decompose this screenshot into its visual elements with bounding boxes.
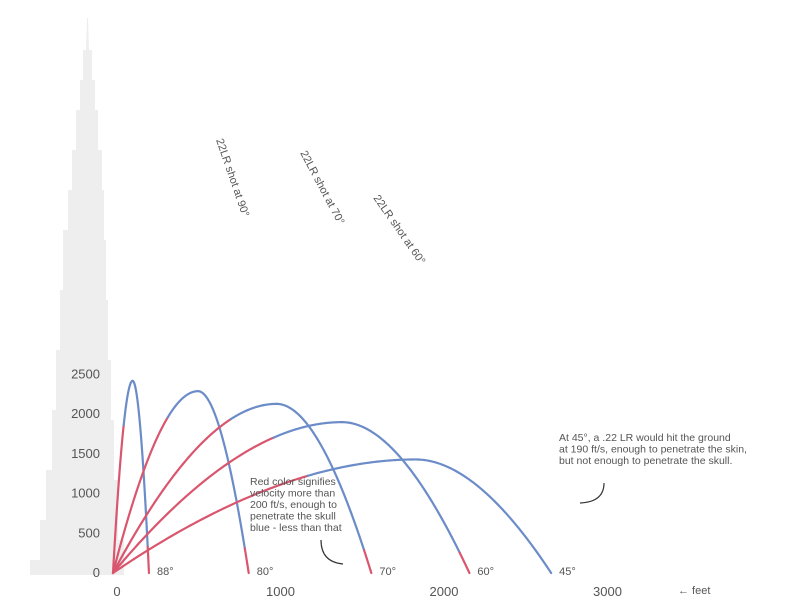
angle-label: 80° — [257, 566, 274, 578]
trajectory-fast-segment — [111, 424, 125, 575]
trajectory-slow-segment — [196, 390, 246, 550]
trajectory-slow-segment — [275, 402, 366, 552]
trajectory-slow-segment — [306, 458, 417, 477]
trajectory-impact-segment — [539, 556, 553, 575]
annotation-line: velocity more than — [250, 488, 335, 500]
angle-labels: 88° 80° 70° 60° 45° — [157, 566, 576, 578]
annotation-line: but not enough to penetrate the skull. — [559, 455, 732, 467]
y-tick-label: 500 — [78, 525, 100, 540]
annotations: At 45°, a .22 LR would hit the ground at … — [250, 432, 747, 565]
trajectory-fast-segment — [111, 418, 232, 575]
curve-labels: 22LR shot at 90° 22LR shot at 70° 22LR sho… — [213, 137, 427, 267]
trajectory-slow-segment — [122, 379, 134, 427]
x-tick-label: 0 — [113, 584, 120, 599]
annotation-pointer — [320, 539, 344, 565]
annotation-line: 200 ft/s, enough to — [250, 499, 337, 511]
annotation-line: at 190 ft/s, enough to penetrate the ski… — [559, 444, 747, 456]
trajectory-impact-segment — [458, 551, 471, 575]
annotation-line: penetrate the skull — [250, 511, 336, 523]
trajectory-slow-segment — [272, 421, 343, 439]
burj-khalifa-silhouette — [30, 18, 124, 575]
angle-label: 70° — [379, 566, 396, 578]
annotation-line: At 45°, a .22 LR would hit the ground — [559, 432, 731, 444]
trajectory-impact-segment — [362, 549, 373, 575]
curve-label: 22LR shot at 70° — [297, 149, 346, 227]
trajectory-curves — [111, 379, 553, 575]
trajectory-slow-segment — [414, 458, 542, 559]
y-tick-label: 1500 — [71, 446, 100, 461]
trajectory-slow-segment — [229, 402, 278, 421]
building-silhouette — [30, 18, 124, 575]
trajectory-fast-segment — [111, 436, 275, 575]
x-tick-label: 3000 — [593, 584, 622, 599]
curve-label: 22LR shot at 90° — [213, 137, 251, 219]
angle-label: 60° — [477, 566, 494, 578]
annotation-line: Red color signifies — [250, 476, 336, 488]
annotation-pointer — [579, 482, 605, 504]
x-unit-label: ← feet — [678, 585, 710, 597]
trajectory-slow-segment — [340, 421, 461, 554]
x-tick-label: 1000 — [266, 584, 295, 599]
angle-label: 45° — [559, 566, 576, 578]
trajectory-slow-segment — [131, 379, 149, 549]
y-tick-label: 2000 — [71, 406, 100, 421]
x-tick-label: 2000 — [430, 584, 459, 599]
x-axis: 0 1000 2000 3000 ← feet — [113, 584, 710, 599]
trajectory-fast-segment — [111, 474, 309, 575]
annotation-line: blue - less than that — [250, 522, 342, 534]
curve-label: 22LR shot at 60° — [371, 193, 428, 267]
y-axis: 0 500 1000 1500 2000 2500 — [71, 367, 100, 581]
annotation-text: Red color signifies velocity more than 200… — [250, 476, 342, 534]
y-tick-label: 2500 — [71, 367, 100, 382]
angle-label: 88° — [157, 566, 174, 578]
y-tick-label: 0 — [93, 565, 100, 580]
y-tick-label: 1000 — [71, 486, 100, 501]
annotation-text: At 45°, a .22 LR would hit the ground at … — [559, 432, 747, 467]
trajectory-impact-segment — [243, 547, 250, 575]
trajectory-fast-segment — [111, 416, 169, 575]
trajectory-slow-segment — [166, 390, 200, 419]
